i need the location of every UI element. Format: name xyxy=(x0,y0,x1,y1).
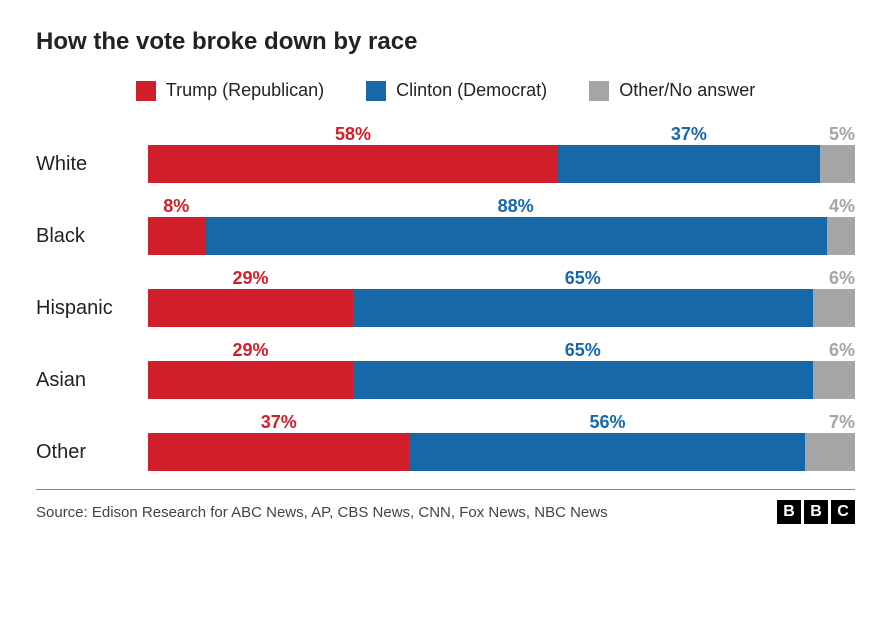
bar-segment xyxy=(148,289,353,327)
category-label: Asian xyxy=(36,369,148,392)
row-body: Black xyxy=(36,217,855,255)
bbc-logo: BBC xyxy=(777,500,855,524)
legend-swatch xyxy=(136,81,156,101)
value-label: 88% xyxy=(205,196,827,217)
legend-label: Trump (Republican) xyxy=(166,80,324,101)
bar-segment xyxy=(148,145,558,183)
bbc-letter: B xyxy=(777,500,801,524)
bar-segment xyxy=(805,433,854,471)
stacked-bar xyxy=(148,361,855,399)
category-label: Hispanic xyxy=(36,297,148,320)
stacked-bar xyxy=(148,145,855,183)
source-text: Source: Edison Research for ABC News, AP… xyxy=(36,504,608,521)
bar-segment xyxy=(148,217,205,255)
legend-item: Clinton (Democrat) xyxy=(366,80,547,101)
bar-segment xyxy=(827,217,855,255)
chart-footer: Source: Edison Research for ABC News, AP… xyxy=(36,489,855,524)
row-body: Asian xyxy=(36,361,855,399)
bar-segment xyxy=(813,361,855,399)
value-labels: 58%37%5% xyxy=(148,121,855,145)
bar-row: 29%65%6%Hispanic xyxy=(36,265,855,327)
value-labels: 8%88%4% xyxy=(148,193,855,217)
value-label: 65% xyxy=(353,268,813,289)
value-label: 65% xyxy=(353,340,813,361)
value-labels: 29%65%6% xyxy=(148,265,855,289)
stacked-bar xyxy=(148,433,855,471)
bar-row: 8%88%4%Black xyxy=(36,193,855,255)
value-label: 29% xyxy=(148,268,353,289)
legend-item: Trump (Republican) xyxy=(136,80,324,101)
chart-title: How the vote broke down by race xyxy=(36,28,855,56)
value-label: 56% xyxy=(410,412,806,433)
value-label: 37% xyxy=(148,412,410,433)
legend-item: Other/No answer xyxy=(589,80,755,101)
legend: Trump (Republican) Clinton (Democrat) Othe… xyxy=(36,80,855,101)
bbc-letter: C xyxy=(831,500,855,524)
value-labels: 29%65%6% xyxy=(148,337,855,361)
category-label: White xyxy=(36,153,148,176)
category-label: Black xyxy=(36,225,148,248)
value-labels: 37%56%7% xyxy=(148,409,855,433)
bar-segment xyxy=(410,433,806,471)
bar-segment xyxy=(820,145,855,183)
legend-swatch xyxy=(366,81,386,101)
value-label: 4% xyxy=(827,196,855,217)
bar-row: 58%37%5%White xyxy=(36,121,855,183)
chart-container: How the vote broke down by race Trump (R… xyxy=(0,0,891,542)
row-body: Hispanic xyxy=(36,289,855,327)
value-label: 58% xyxy=(148,124,558,145)
value-label: 29% xyxy=(148,340,353,361)
bar-segment xyxy=(353,289,813,327)
value-label: 6% xyxy=(813,268,855,289)
value-label: 6% xyxy=(813,340,855,361)
stacked-bar xyxy=(148,289,855,327)
legend-label: Clinton (Democrat) xyxy=(396,80,547,101)
legend-label: Other/No answer xyxy=(619,80,755,101)
legend-swatch xyxy=(589,81,609,101)
bar-rows: 58%37%5%White8%88%4%Black29%65%6%Hispani… xyxy=(36,121,855,471)
value-label: 7% xyxy=(805,412,854,433)
category-label: Other xyxy=(36,441,148,464)
bar-segment xyxy=(558,145,820,183)
bar-segment xyxy=(148,433,410,471)
value-label: 37% xyxy=(558,124,820,145)
bar-segment xyxy=(205,217,827,255)
row-body: White xyxy=(36,145,855,183)
bar-segment xyxy=(353,361,813,399)
bar-row: 37%56%7%Other xyxy=(36,409,855,471)
bar-row: 29%65%6%Asian xyxy=(36,337,855,399)
bar-segment xyxy=(813,289,855,327)
bar-segment xyxy=(148,361,353,399)
row-body: Other xyxy=(36,433,855,471)
bbc-letter: B xyxy=(804,500,828,524)
value-label: 5% xyxy=(820,124,855,145)
value-label: 8% xyxy=(148,196,205,217)
stacked-bar xyxy=(148,217,855,255)
